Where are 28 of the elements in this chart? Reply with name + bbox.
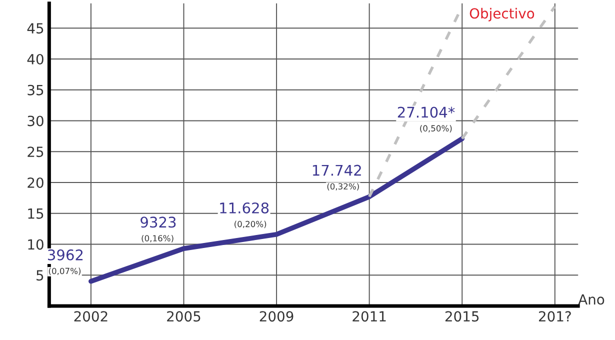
x-tick-label: 2011	[352, 311, 386, 322]
x-axis-title: Ano	[578, 294, 604, 305]
y-tick-label: 45	[27, 23, 44, 34]
annotation: (0,07%)	[48, 268, 81, 276]
y-tick-label: 30	[28, 116, 44, 126]
y-tick-label: 15	[28, 208, 44, 219]
annotation: (0,32%)	[327, 183, 359, 191]
annotation: 11.628	[220, 202, 269, 214]
annotation: (0,50%)	[420, 125, 452, 132]
y-tick-label: 25	[28, 146, 44, 158]
annotation: (0,16%)	[142, 234, 174, 242]
annotation: 9323	[140, 216, 176, 228]
x-tick-label: 2009	[260, 311, 294, 322]
annotation: 3962	[48, 249, 83, 260]
x-tick-label: 201?	[538, 311, 571, 322]
annotation: 17.742	[312, 164, 361, 176]
annotation: Objectivo	[470, 8, 534, 22]
x-tick-label: 2015	[445, 311, 479, 322]
x-tick-label: 2005	[167, 311, 200, 322]
annotation: 27.104*	[398, 106, 455, 118]
y-tick-label: 20	[28, 177, 44, 188]
y-tick-label: 5	[36, 270, 44, 281]
x-tick-label: 2002	[74, 311, 108, 322]
annotation: (0,20%)	[234, 220, 266, 228]
y-tick-label: 35	[28, 84, 44, 96]
y-tick-label: 10	[28, 239, 44, 250]
line-series	[88, 136, 465, 284]
y-tick-label: 40	[27, 54, 44, 64]
